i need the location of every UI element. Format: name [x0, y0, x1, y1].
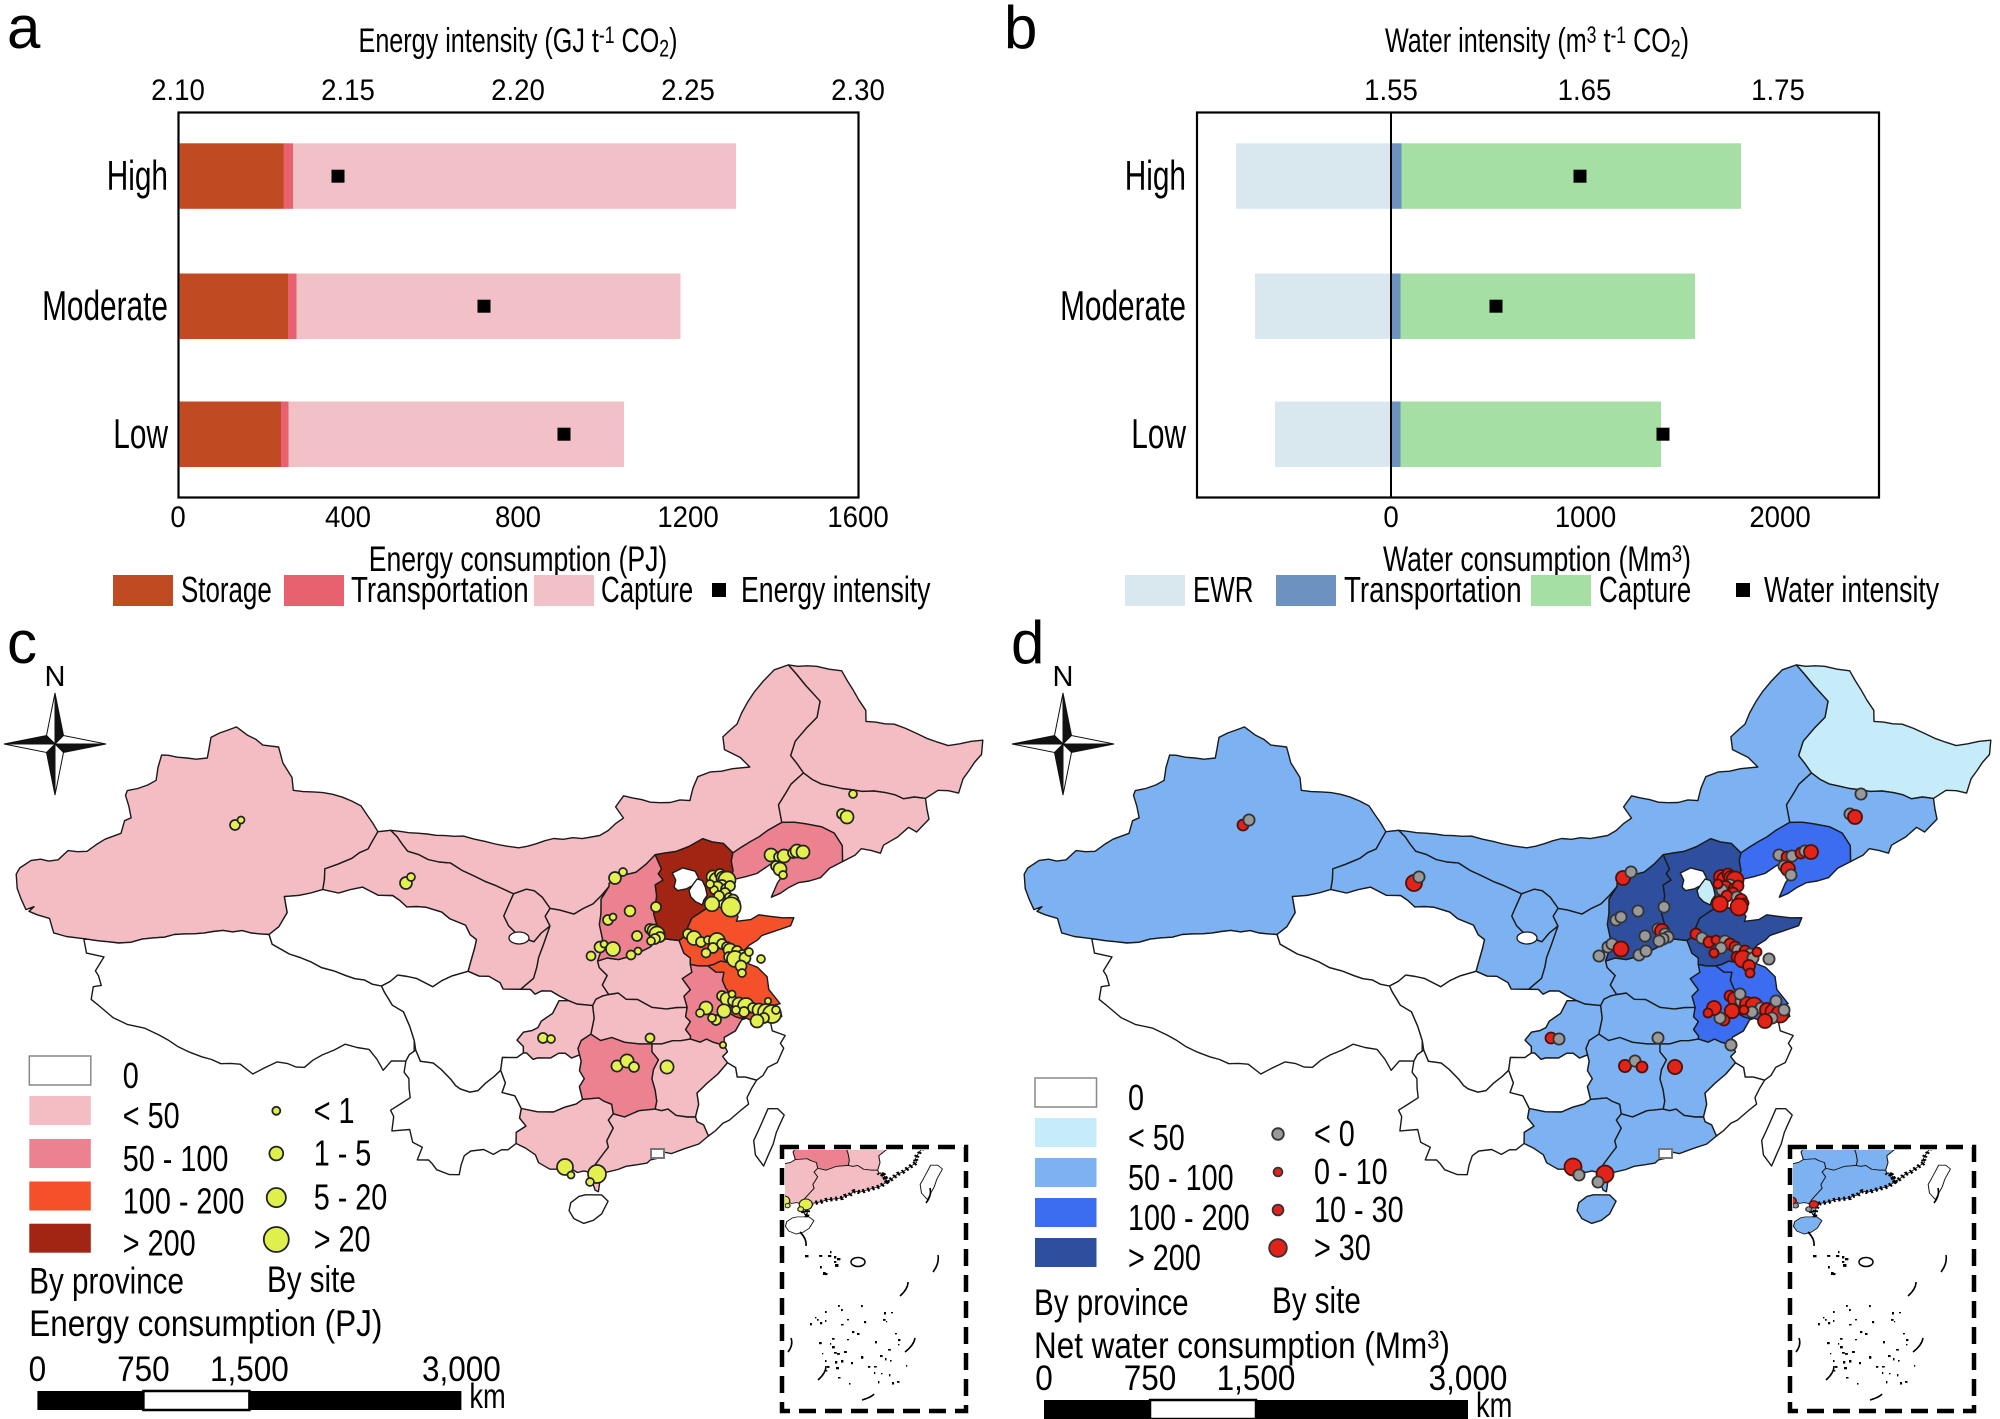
- svg-text:100 - 200: 100 - 200: [123, 1180, 245, 1221]
- svg-text:1200: 1200: [657, 501, 718, 534]
- svg-text:Energy consumption (PJ): Energy consumption (PJ): [369, 539, 668, 578]
- svg-text:< 1: < 1: [314, 1090, 355, 1131]
- svg-text:< 50: < 50: [1128, 1117, 1185, 1158]
- svg-text:50 - 100: 50 - 100: [1128, 1157, 1234, 1198]
- svg-text:750: 750: [1124, 1360, 1177, 1399]
- svg-text:5 - 20: 5 - 20: [314, 1176, 388, 1217]
- svg-text:N: N: [45, 661, 66, 693]
- svg-text:2.25: 2.25: [661, 74, 715, 107]
- svg-text:400: 400: [325, 501, 371, 534]
- svg-text:Transportation: Transportation: [351, 570, 529, 610]
- svg-text:Water consumption (Mm3): Water consumption (Mm3): [1383, 539, 1691, 579]
- svg-text:km: km: [1476, 1386, 1512, 1419]
- svg-text:c: c: [7, 609, 37, 676]
- svg-text:800: 800: [495, 501, 541, 534]
- svg-text:1600: 1600: [827, 501, 888, 534]
- svg-text:Storage: Storage: [181, 570, 272, 610]
- svg-text:> 200: > 200: [1128, 1237, 1201, 1278]
- svg-text:By province: By province: [29, 1262, 184, 1303]
- svg-text:0: 0: [170, 501, 185, 534]
- svg-text:Energy consumption (PJ): Energy consumption (PJ): [29, 1304, 382, 1345]
- svg-text:Capture: Capture: [601, 570, 693, 610]
- svg-text:50 - 100: 50 - 100: [123, 1138, 229, 1179]
- svg-text:> 200: > 200: [123, 1223, 196, 1264]
- svg-text:1.75: 1.75: [1751, 74, 1805, 107]
- svg-text:0: 0: [1035, 1360, 1053, 1399]
- svg-text:High: High: [1125, 152, 1186, 199]
- svg-text:Capture: Capture: [1599, 570, 1691, 610]
- svg-text:a: a: [7, 0, 41, 61]
- svg-text:Low: Low: [1131, 410, 1186, 457]
- svg-text:750: 750: [117, 1351, 170, 1390]
- svg-text:1.65: 1.65: [1558, 74, 1612, 107]
- svg-text:< 50: < 50: [123, 1095, 180, 1136]
- svg-text:Net water consumption (Mm3): Net water consumption (Mm3): [1034, 1326, 1450, 1367]
- svg-text:Moderate: Moderate: [42, 282, 168, 329]
- svg-text:> 20: > 20: [314, 1218, 371, 1259]
- svg-text:d: d: [1011, 609, 1044, 676]
- svg-text:1 - 5: 1 - 5: [314, 1132, 372, 1173]
- svg-text:Transportation: Transportation: [1344, 570, 1522, 610]
- svg-text:b: b: [1004, 0, 1037, 61]
- svg-text:By site: By site: [267, 1260, 356, 1301]
- svg-text:Low: Low: [113, 410, 168, 457]
- svg-text:0 - 10: 0 - 10: [1314, 1151, 1388, 1192]
- svg-text:2.30: 2.30: [831, 74, 885, 107]
- svg-text:0: 0: [123, 1055, 139, 1096]
- svg-text:1,500: 1,500: [210, 1351, 289, 1390]
- svg-text:3,000: 3,000: [1429, 1360, 1508, 1399]
- svg-text:Water intensity: Water intensity: [1764, 569, 1939, 610]
- svg-text:2.20: 2.20: [491, 74, 545, 107]
- svg-text:> 30: > 30: [1314, 1227, 1371, 1268]
- svg-text:By province: By province: [1034, 1283, 1189, 1324]
- svg-text:Energy intensity: Energy intensity: [741, 569, 931, 610]
- svg-text:2000: 2000: [1749, 501, 1810, 534]
- svg-text:By site: By site: [1272, 1281, 1361, 1322]
- svg-text:2.15: 2.15: [321, 74, 375, 107]
- svg-text:1.55: 1.55: [1364, 74, 1418, 107]
- svg-text:3,000: 3,000: [422, 1351, 501, 1390]
- svg-text:1,500: 1,500: [1217, 1360, 1296, 1399]
- svg-text:< 0: < 0: [1314, 1113, 1355, 1154]
- svg-text:Energy intensity (GJ t-1 CO2): Energy intensity (GJ t-1 CO2): [359, 22, 678, 62]
- svg-text:N: N: [1053, 661, 1074, 693]
- svg-text:10 - 30: 10 - 30: [1314, 1189, 1404, 1230]
- svg-text:100 - 200: 100 - 200: [1128, 1197, 1250, 1238]
- svg-text:High: High: [107, 152, 168, 199]
- svg-text:0: 0: [1128, 1077, 1144, 1118]
- svg-text:2.10: 2.10: [151, 74, 205, 107]
- svg-text:0: 0: [1383, 501, 1398, 534]
- svg-text:1000: 1000: [1555, 501, 1616, 534]
- svg-text:Water intensity (m3 t-1 CO2): Water intensity (m3 t-1 CO2): [1385, 22, 1689, 62]
- svg-text:0: 0: [29, 1351, 47, 1390]
- svg-text:km: km: [469, 1377, 505, 1416]
- svg-text:Moderate: Moderate: [1060, 282, 1186, 329]
- svg-text:EWR: EWR: [1193, 570, 1253, 610]
